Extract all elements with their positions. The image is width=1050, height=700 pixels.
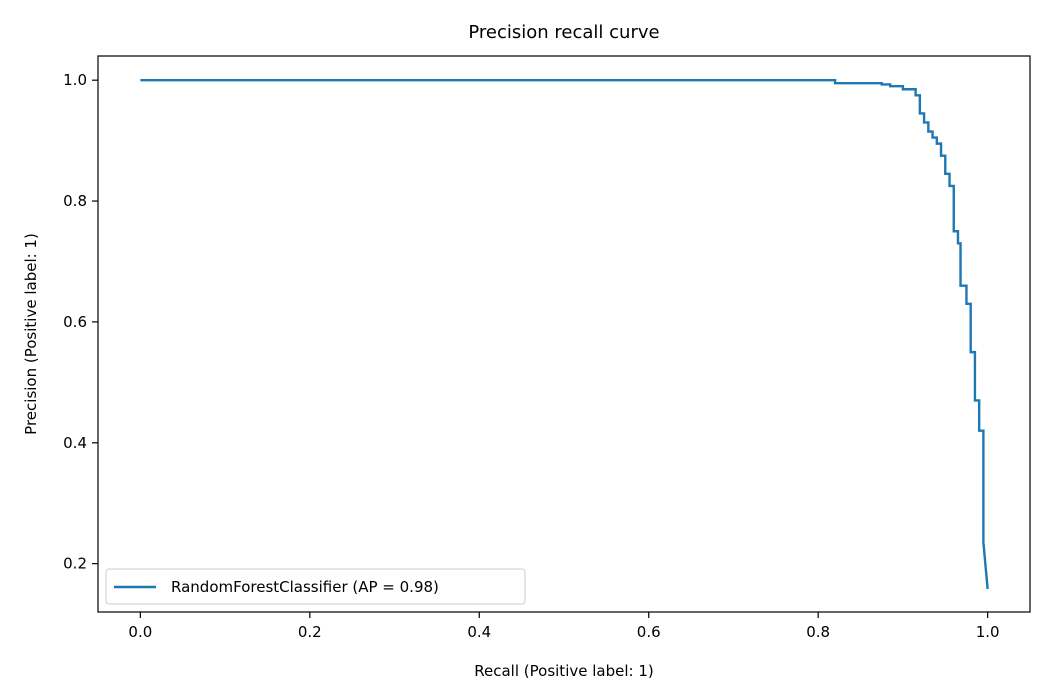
y-tick-label: 0.8	[63, 192, 87, 210]
legend-box	[105, 568, 526, 605]
y-tick-label: 0.2	[63, 555, 87, 573]
y-tick-label: 0.4	[63, 434, 87, 452]
x-tick-label: 1.0	[976, 623, 1000, 641]
x-tick-label: 0.4	[467, 623, 491, 641]
chart-title: Precision recall curve	[468, 22, 659, 43]
y-tick-label: 0.6	[63, 313, 87, 331]
x-tick-label: 0.8	[806, 623, 830, 641]
x-axis-label: Recall (Positive label: 1)	[474, 662, 653, 680]
axes-frame	[97, 55, 1031, 613]
plot-area	[140, 78, 989, 590]
x-tick-label: 0.6	[637, 623, 661, 641]
y-axis-label: Precision (Positive label: 1)	[22, 233, 40, 435]
legend-label: RandomForestClassifier (AP = 0.98)	[171, 578, 439, 596]
x-tick-label: 0.0	[128, 623, 152, 641]
y-tick-label: 1.0	[63, 71, 87, 89]
tick-group: 0.0 0.2 0.4 0.6 0.8 1.0 0.2 0.4 0.6 0.8 1.0	[63, 71, 999, 641]
legend: RandomForestClassifier (AP = 0.98)	[105, 568, 526, 605]
x-tick-label: 0.2	[298, 623, 322, 641]
series-line-0	[140, 78, 989, 590]
